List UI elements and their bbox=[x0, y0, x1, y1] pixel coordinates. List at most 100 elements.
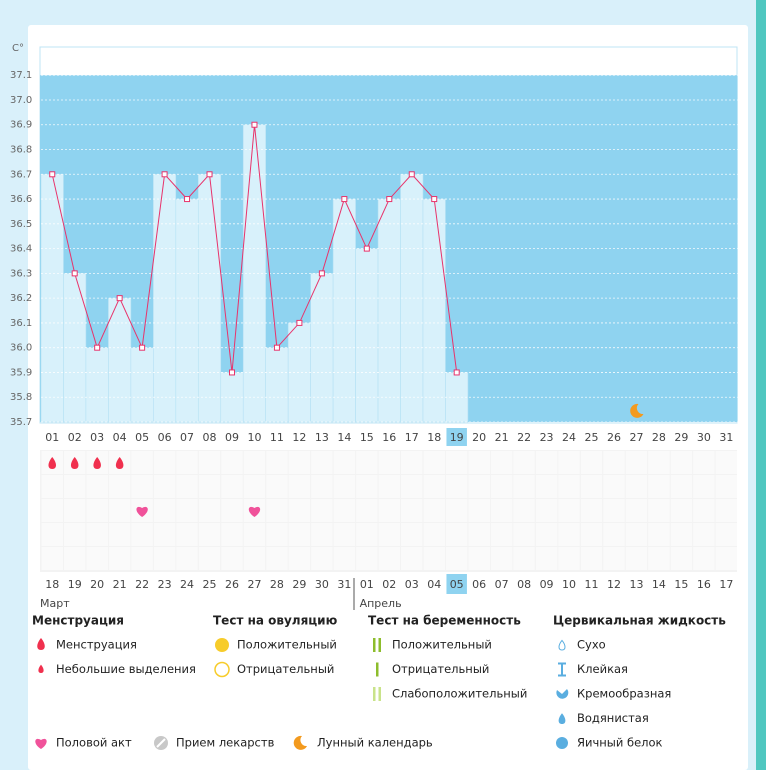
temp-column bbox=[85, 347, 109, 423]
legend-item: Отрицательный bbox=[237, 662, 334, 676]
legend-icon bbox=[214, 661, 230, 678]
event-cell bbox=[41, 523, 63, 546]
event-cell bbox=[603, 523, 625, 546]
temp-column bbox=[265, 347, 289, 423]
event-cell bbox=[63, 499, 86, 522]
event-cell bbox=[198, 475, 221, 498]
legend-icon bbox=[558, 662, 566, 677]
date-label: 08 bbox=[517, 578, 531, 591]
menstruation-mark bbox=[93, 457, 101, 469]
event-cell bbox=[513, 475, 535, 498]
event-cell bbox=[333, 499, 356, 522]
legend-item: Отрицательный bbox=[392, 662, 489, 676]
legend-item: Половой акт bbox=[56, 736, 132, 750]
event-cell bbox=[468, 523, 490, 546]
event-cell bbox=[266, 451, 288, 474]
legend-icon bbox=[156, 738, 166, 748]
legend-icon bbox=[556, 689, 569, 699]
event-cell bbox=[535, 451, 558, 474]
temp-column bbox=[153, 173, 177, 423]
event-cell bbox=[693, 547, 715, 570]
y-tick-label: 36.9 bbox=[10, 120, 32, 131]
y-tick-label: 36.2 bbox=[10, 293, 32, 304]
event-cell bbox=[288, 523, 311, 546]
day-label: 09 bbox=[225, 431, 239, 444]
side-strip bbox=[756, 0, 766, 770]
event-cell bbox=[86, 499, 108, 522]
date-label: 30 bbox=[315, 578, 329, 591]
event-cell bbox=[86, 547, 108, 570]
event-cell bbox=[423, 451, 445, 474]
legend-heading: Тест на беременность bbox=[368, 614, 521, 628]
date-label: 20 bbox=[90, 578, 104, 591]
event-cell bbox=[221, 451, 243, 474]
day-label: 05 bbox=[135, 431, 149, 444]
temp-column bbox=[422, 198, 446, 423]
event-cell bbox=[108, 547, 131, 570]
y-tick-label: 35.7 bbox=[10, 417, 32, 428]
event-cell bbox=[176, 523, 198, 546]
event-cell bbox=[670, 523, 693, 546]
event-cell bbox=[580, 451, 603, 474]
event-cell bbox=[558, 499, 580, 522]
temperature-point bbox=[386, 196, 393, 203]
event-cell bbox=[108, 523, 131, 546]
event-cell bbox=[311, 499, 333, 522]
event-cell bbox=[41, 475, 63, 498]
day-label: 20 bbox=[472, 431, 486, 444]
event-cell bbox=[356, 451, 378, 474]
event-cell bbox=[670, 475, 693, 498]
date-label: 09 bbox=[540, 578, 554, 591]
event-cell bbox=[243, 523, 266, 546]
temperature-point bbox=[431, 196, 438, 203]
event-cell bbox=[266, 523, 288, 546]
event-cell bbox=[490, 475, 513, 498]
legend-item: Слабоположительный bbox=[392, 687, 527, 701]
day-label: 13 bbox=[315, 431, 329, 444]
event-cell bbox=[558, 451, 580, 474]
event-cell bbox=[86, 523, 108, 546]
event-cell bbox=[243, 475, 266, 498]
legend-icon bbox=[37, 638, 45, 650]
y-tick-label: 35.8 bbox=[10, 392, 32, 403]
event-cell bbox=[490, 523, 513, 546]
temp-column bbox=[332, 198, 356, 423]
event-cell bbox=[401, 475, 423, 498]
event-cell bbox=[243, 547, 266, 570]
date-label: 19 bbox=[68, 578, 82, 591]
legend-icon bbox=[376, 662, 379, 677]
y-tick-label: 36.6 bbox=[10, 194, 32, 205]
event-cell bbox=[198, 451, 221, 474]
day-label: 01 bbox=[45, 431, 59, 444]
legend-item: Положительный bbox=[392, 638, 492, 652]
event-cell bbox=[333, 547, 356, 570]
temperature-point bbox=[228, 369, 235, 376]
event-cell bbox=[266, 499, 288, 522]
date-label: 04 bbox=[427, 578, 441, 591]
event-cell bbox=[490, 499, 513, 522]
legend-icon bbox=[373, 638, 376, 652]
event-cell bbox=[288, 451, 311, 474]
event-cell bbox=[333, 451, 356, 474]
y-tick-label: 36.5 bbox=[10, 219, 32, 230]
day-label: 25 bbox=[585, 431, 599, 444]
day-label: 11 bbox=[270, 431, 284, 444]
event-cell bbox=[131, 523, 153, 546]
temperature-point bbox=[318, 270, 325, 277]
y-tick-label: 37.0 bbox=[10, 95, 32, 106]
y-tick-label: 36.7 bbox=[10, 169, 32, 180]
date-label: 06 bbox=[472, 578, 486, 591]
event-cell bbox=[198, 547, 221, 570]
event-cell bbox=[670, 451, 693, 474]
day-label: 24 bbox=[562, 431, 576, 444]
temperature-point bbox=[453, 369, 460, 376]
event-cell bbox=[41, 499, 63, 522]
event-cell bbox=[86, 475, 108, 498]
legend-icon bbox=[556, 737, 568, 749]
event-cell bbox=[401, 499, 423, 522]
event-cell bbox=[513, 499, 535, 522]
event-cell bbox=[625, 451, 648, 474]
event-cell bbox=[715, 499, 738, 522]
event-cell bbox=[108, 499, 131, 522]
